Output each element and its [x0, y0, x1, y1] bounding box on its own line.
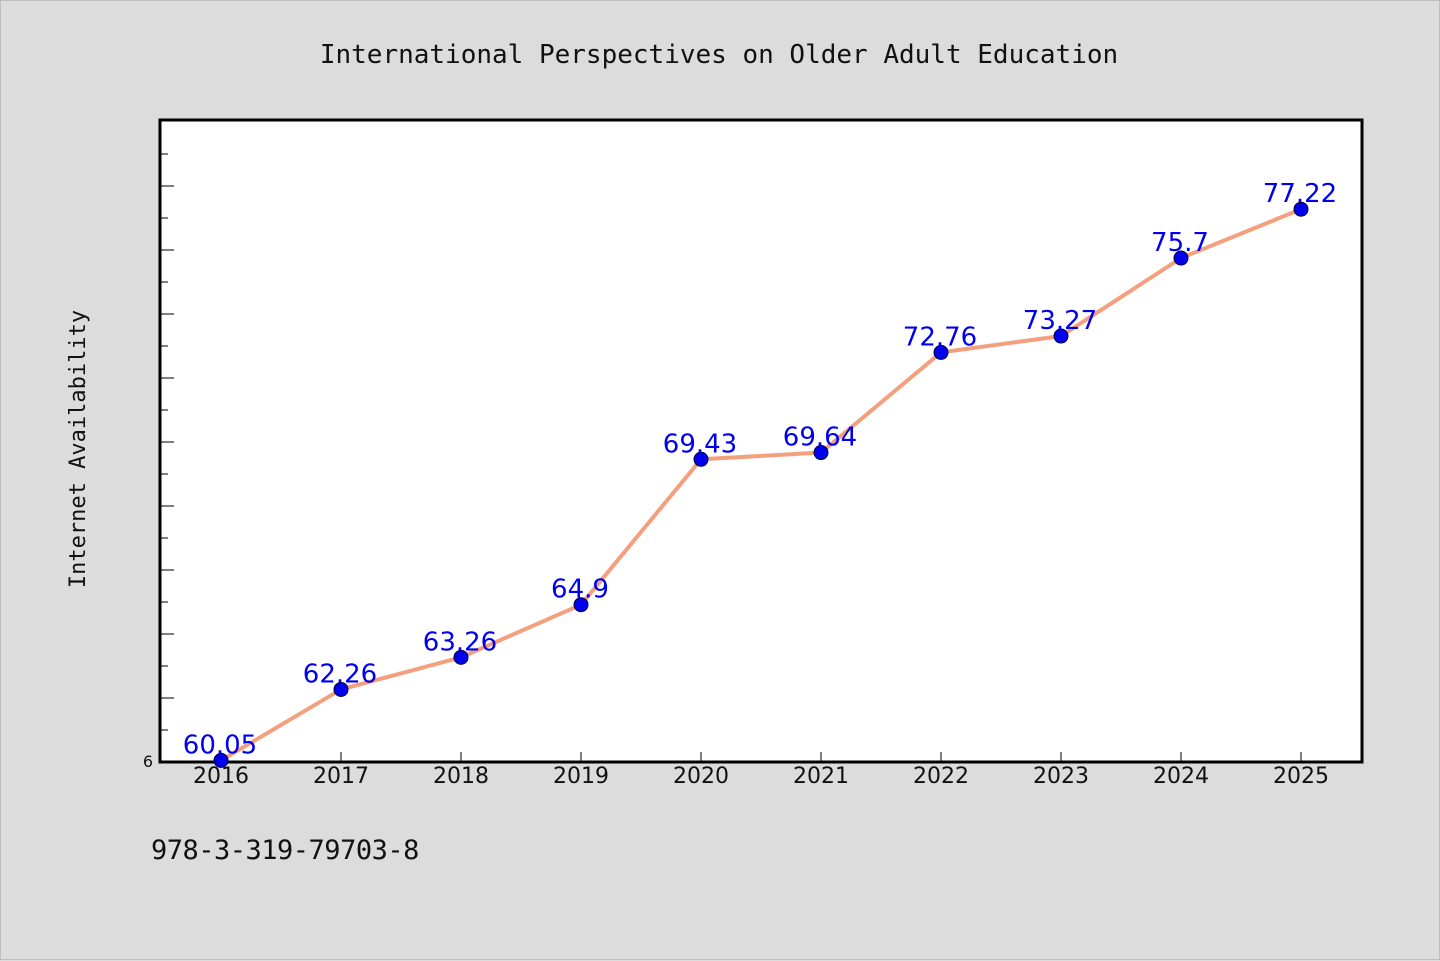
x-axis-ticks: 2016 2017 2018 2019 2020 2021 2022 2023 2024 2025	[193, 752, 1329, 789]
x-tick-label: 2017	[313, 764, 369, 789]
x-tick-label: 2021	[793, 764, 849, 789]
x-tick-label: 2022	[913, 764, 969, 789]
isbn-footnote: 978-3-319-79703-8	[151, 835, 419, 866]
data-point	[333, 681, 349, 697]
chart-title: International Perspectives on Older Adul…	[320, 40, 1118, 70]
x-tick-label: 2023	[1033, 764, 1089, 789]
series-line	[219, 207, 1303, 763]
data-label: 72.76	[903, 322, 977, 352]
data-point	[1053, 328, 1069, 344]
data-label: 60.05	[183, 730, 257, 760]
y-axis-ticks	[160, 153, 174, 763]
y-axis-label: Internet Availability	[66, 310, 91, 588]
data-label: 63.26	[423, 627, 497, 657]
data-label: 77.22	[1263, 179, 1337, 209]
data-point	[1173, 250, 1189, 266]
data-point	[1293, 201, 1309, 217]
data-point	[453, 649, 469, 665]
data-point	[573, 597, 589, 613]
x-tick-label: 2019	[553, 764, 609, 789]
y-tick-label: 6	[143, 752, 153, 771]
data-label: 69.64	[783, 423, 857, 453]
data-label: 69.43	[663, 429, 737, 459]
x-tick-label: 2024	[1153, 764, 1209, 789]
data-label: 75.7	[1151, 228, 1209, 258]
data-label: 73.27	[1023, 306, 1097, 336]
data-label: 64.9	[551, 575, 609, 605]
plot-area	[158, 118, 1364, 764]
data-point	[933, 344, 949, 360]
x-tick-label: 2018	[433, 764, 489, 789]
x-tick-label: 2016	[193, 764, 249, 789]
data-point	[213, 752, 229, 768]
x-tick-label: 2020	[673, 764, 729, 789]
data-point	[693, 451, 709, 467]
series-group: 60.05 62.26 63.26 64.9 69.43 69.64 72.76 73.27 7…	[183, 179, 1337, 768]
x-tick-label: 2025	[1273, 764, 1329, 789]
data-label: 62.26	[303, 659, 377, 689]
data-point	[813, 445, 829, 461]
